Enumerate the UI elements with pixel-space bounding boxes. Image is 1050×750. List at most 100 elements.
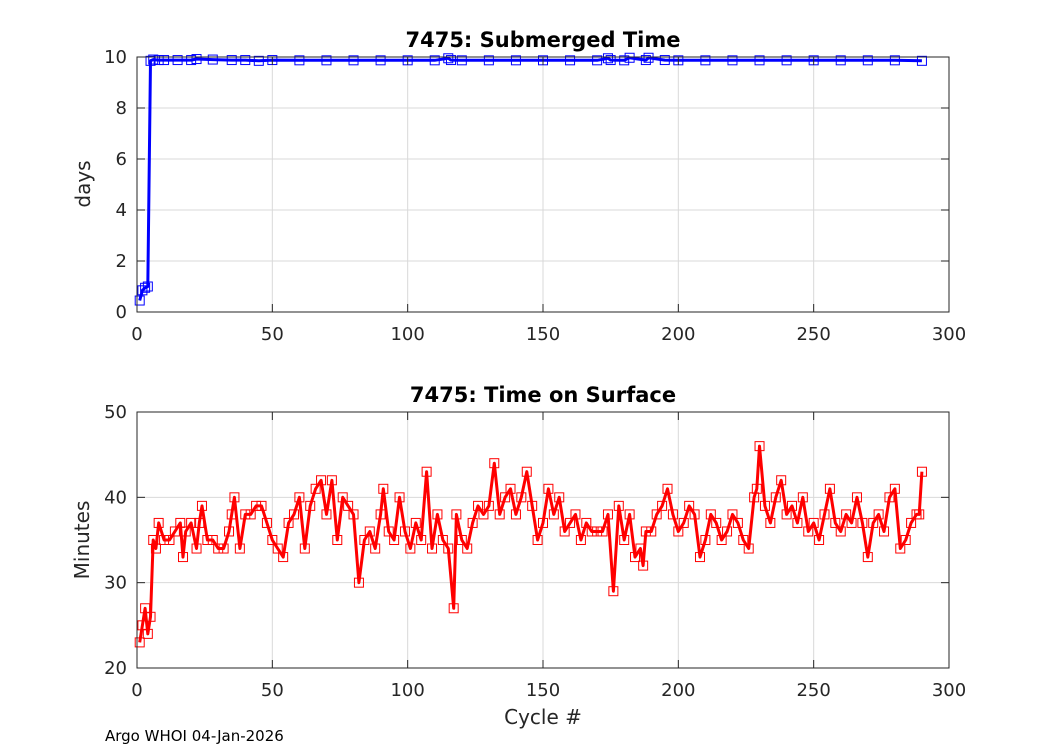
data-point (521, 466, 532, 477)
data-point (337, 492, 348, 503)
data-point (251, 500, 262, 511)
data-point (234, 543, 245, 554)
time-on-surface-axes: 0 50 100 150 200 250 300 20 30 40 50 7475: Time on… (70, 383, 966, 729)
data-point (505, 483, 516, 494)
data-point (359, 535, 370, 545)
x-tick-label: 100 (390, 680, 424, 701)
ticks: 0 50 100 150 200 250 300 0 2 4 6 8 10 (104, 47, 966, 345)
chart-title-submerged-time: 7475: Submerged Time (405, 28, 680, 52)
data-point (226, 55, 237, 66)
y-tick-label: 40 (104, 487, 127, 508)
data-point (389, 535, 400, 545)
data-point (570, 509, 581, 520)
data-point (862, 552, 873, 563)
y-tick-label: 8 (116, 98, 127, 119)
data-point (759, 500, 770, 511)
y-tick-label: 30 (104, 573, 127, 594)
data-point (575, 535, 586, 545)
data-point (781, 55, 792, 66)
data-point (605, 55, 616, 66)
data-point (421, 466, 432, 477)
data-point (565, 55, 576, 66)
data-point (332, 535, 343, 545)
data-point (667, 509, 678, 520)
data-point (824, 483, 835, 494)
data-point (370, 543, 381, 554)
data-point (256, 500, 267, 511)
data-point (429, 55, 440, 66)
data-point (624, 509, 635, 520)
data-point (164, 535, 175, 545)
data-point (765, 517, 776, 528)
x-tick-label: 0 (131, 324, 142, 345)
data-point (548, 509, 559, 520)
data-point (456, 55, 467, 66)
data-point (532, 535, 543, 545)
data-point (711, 517, 722, 528)
data-point (819, 509, 830, 520)
data-point (640, 526, 651, 537)
data-point (159, 535, 170, 545)
data-point (375, 509, 386, 520)
data-point (278, 552, 289, 563)
data-point (494, 509, 505, 520)
data-point (835, 55, 846, 66)
footer-credit: Argo WHOI 04-Jan-2026 (105, 727, 284, 745)
data-point (207, 54, 218, 65)
data-point (159, 55, 170, 66)
data-point (478, 509, 489, 520)
data-point (483, 500, 494, 511)
y-tick-label: 4 (116, 200, 127, 221)
data-point (142, 281, 153, 292)
data-point (316, 475, 327, 486)
data-point (283, 517, 294, 528)
y-tick-label: 6 (116, 149, 127, 170)
data-point (646, 526, 657, 537)
data-point (378, 483, 389, 494)
data-point (602, 509, 613, 520)
data-point (186, 55, 197, 66)
data-point (559, 526, 570, 537)
data-point (638, 560, 649, 571)
data-point (906, 517, 917, 528)
data-point (673, 526, 684, 537)
data-point (194, 517, 205, 528)
data-point (178, 552, 189, 563)
data-point (253, 55, 264, 66)
data-point (770, 492, 781, 503)
data-point (705, 509, 716, 520)
x-tick-label: 250 (796, 680, 830, 701)
data-point (597, 526, 608, 537)
data-point (196, 500, 207, 511)
x-tick-label: 50 (261, 324, 284, 345)
data-point (213, 543, 224, 554)
data-point (716, 535, 727, 545)
data-point (814, 535, 825, 545)
data-point (516, 492, 527, 503)
x-axis-label-cycle: Cycle # (504, 705, 582, 729)
data-point (624, 52, 635, 63)
data-point (727, 55, 738, 66)
data-point (427, 543, 438, 554)
data-point (134, 295, 145, 306)
data-point (191, 543, 202, 554)
x-tick-label: 200 (661, 680, 695, 701)
data-point (851, 492, 862, 503)
data-point (169, 526, 180, 537)
data-point (137, 285, 148, 296)
data-point (657, 500, 668, 511)
data-point (148, 54, 159, 65)
data-point (321, 55, 332, 66)
data-point (797, 492, 808, 503)
data-point (743, 543, 754, 554)
data-point (145, 55, 156, 66)
data-point (140, 282, 151, 293)
data-point (353, 577, 364, 588)
data-point (375, 55, 386, 66)
series-submerged-time (134, 52, 927, 306)
data-point (781, 509, 792, 520)
data-point (240, 55, 251, 66)
data-point (640, 55, 651, 66)
data-point (394, 492, 405, 503)
